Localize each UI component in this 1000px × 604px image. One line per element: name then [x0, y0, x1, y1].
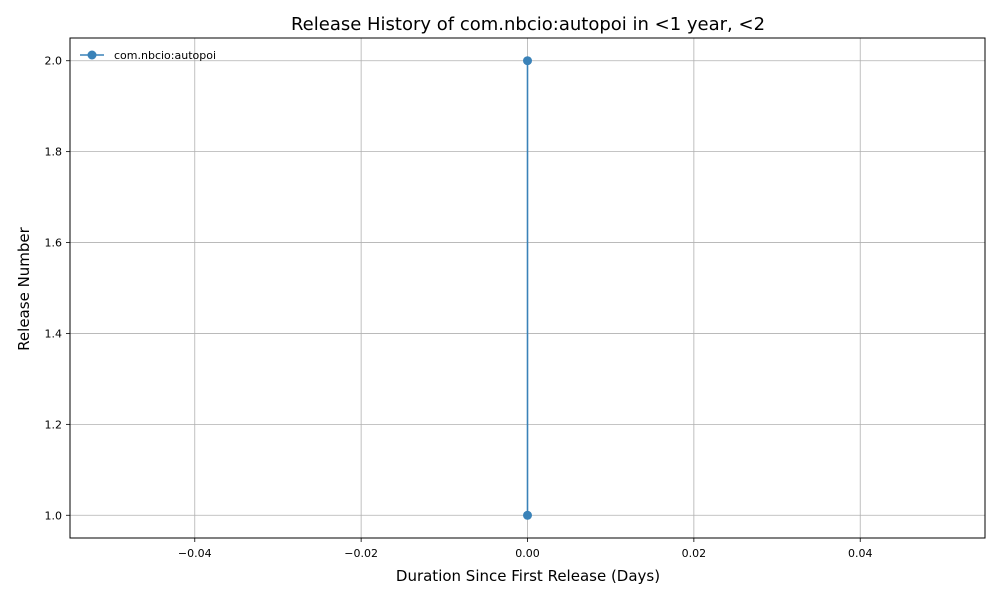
- tick-layer: −0.04 −0.02 0.00 0.02 0.04 1.0 1.2 1.4 1.6 1.8 2.0: [45, 55, 873, 560]
- y-axis-label: Release Number: [15, 226, 33, 350]
- x-tick-label: 0.02: [682, 547, 707, 560]
- y-tick-label: 2.0: [45, 55, 63, 68]
- y-tick-label: 1.0: [45, 509, 63, 522]
- legend: com.nbcio:autopoi: [80, 49, 216, 62]
- y-tick-label: 1.2: [45, 418, 63, 431]
- data-point: [523, 56, 532, 66]
- x-tick-label: −0.04: [178, 547, 212, 560]
- x-axis-label: Duration Since First Release (Days): [396, 567, 660, 585]
- plot-layer: [523, 56, 532, 520]
- x-tick-label: 0.04: [848, 547, 873, 560]
- chart-title: Release History of com.nbcio:autopoi in …: [291, 14, 765, 35]
- legend-marker-sample: [87, 50, 97, 60]
- y-tick-label: 1.6: [45, 237, 63, 250]
- x-tick-label: 0.00: [515, 547, 540, 560]
- x-tick-label: −0.02: [344, 547, 378, 560]
- legend-label: com.nbcio:autopoi: [114, 49, 216, 62]
- y-tick-label: 1.4: [45, 327, 63, 340]
- y-tick-label: 1.8: [45, 146, 63, 159]
- data-point: [523, 510, 532, 520]
